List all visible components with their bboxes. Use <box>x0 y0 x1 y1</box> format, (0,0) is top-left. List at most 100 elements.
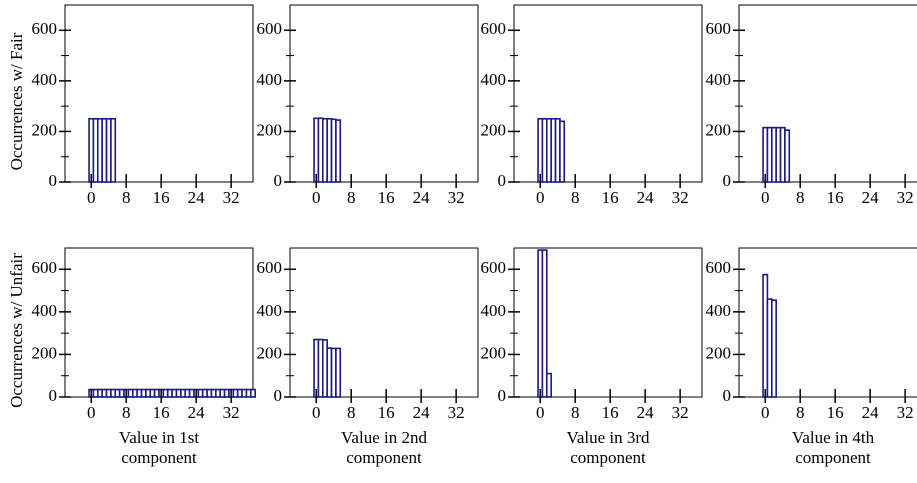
x-tick-label: 0 <box>536 403 545 422</box>
y-tick-label: 600 <box>706 19 732 38</box>
x-tick-label: 32 <box>897 188 914 207</box>
y-tick-label: 0 <box>49 171 58 190</box>
x-axis-label: component <box>570 448 646 467</box>
y-tick-label: 200 <box>32 120 58 139</box>
bar <box>250 388 256 398</box>
x-tick-label: 32 <box>672 403 689 422</box>
x-tick-label: 16 <box>827 188 844 207</box>
y-tick-label: 0 <box>49 386 58 405</box>
bar <box>559 120 566 183</box>
y-tick-label: 200 <box>481 343 507 362</box>
x-tick-label: 32 <box>448 188 465 207</box>
x-tick-label: 16 <box>378 403 395 422</box>
bar <box>784 129 791 183</box>
plot-frame <box>513 4 703 183</box>
x-tick-label: 32 <box>223 188 240 207</box>
x-tick-label: 24 <box>637 188 655 207</box>
y-tick-label: 0 <box>498 171 507 190</box>
y-tick-label: 400 <box>257 301 283 320</box>
plot-frame <box>289 247 479 398</box>
x-tick-label: 24 <box>188 188 206 207</box>
x-tick-label: 24 <box>413 188 431 207</box>
y-tick-label: 400 <box>481 70 507 89</box>
x-tick-label: 16 <box>602 403 619 422</box>
x-tick-label: 0 <box>312 403 321 422</box>
y-tick-label: 600 <box>481 19 507 38</box>
x-tick-label: 0 <box>87 403 96 422</box>
bar <box>541 249 548 398</box>
x-tick-label: 8 <box>347 403 356 422</box>
x-tick-label: 8 <box>122 403 131 422</box>
x-tick-label: 16 <box>827 403 844 422</box>
y-tick-label: 600 <box>32 258 58 277</box>
y-tick-label: 600 <box>32 19 58 38</box>
bar <box>335 347 342 398</box>
bar <box>335 119 342 183</box>
y-tick-label: 400 <box>32 70 58 89</box>
y-tick-label: 400 <box>257 70 283 89</box>
bar <box>545 372 552 398</box>
x-tick-label: 0 <box>536 188 545 207</box>
y-tick-label: 400 <box>706 301 732 320</box>
x-tick-label: 16 <box>378 188 395 207</box>
x-tick-label: 8 <box>571 188 580 207</box>
y-tick-label: 600 <box>257 258 283 277</box>
x-tick-label: 0 <box>312 188 321 207</box>
x-tick-label: 24 <box>862 188 880 207</box>
x-tick-label: 8 <box>796 188 805 207</box>
y-tick-label: 600 <box>706 258 732 277</box>
bar <box>770 299 777 398</box>
x-tick-label: 16 <box>602 188 619 207</box>
x-axis-label: component <box>795 448 871 467</box>
x-tick-label: 8 <box>347 188 356 207</box>
x-tick-label: 24 <box>862 403 880 422</box>
x-axis-label: Value in 4th <box>792 428 875 447</box>
x-tick-label: 24 <box>637 403 655 422</box>
x-tick-label: 0 <box>87 188 96 207</box>
x-axis-label: Value in 1st <box>119 428 200 447</box>
x-tick-label: 32 <box>223 403 240 422</box>
plot-frame <box>64 4 254 183</box>
x-axis-label: component <box>121 448 197 467</box>
x-axis-label: Value in 3rd <box>566 428 650 447</box>
y-tick-label: 200 <box>257 343 283 362</box>
x-tick-label: 16 <box>153 403 170 422</box>
x-axis-label: Value in 2nd <box>341 428 427 447</box>
y-tick-label: 0 <box>498 386 507 405</box>
plot-frame <box>738 4 917 183</box>
x-tick-label: 8 <box>571 403 580 422</box>
y-tick-label: 0 <box>274 171 283 190</box>
y-tick-label: 400 <box>32 301 58 320</box>
y-tick-label: 0 <box>723 386 732 405</box>
x-tick-label: 32 <box>897 403 914 422</box>
y-tick-label: 0 <box>274 386 283 405</box>
plot-frame <box>513 247 703 398</box>
y-tick-label: 200 <box>706 343 732 362</box>
y-tick-label: 400 <box>706 70 732 89</box>
x-tick-label: 8 <box>796 403 805 422</box>
y-tick-label: 200 <box>706 120 732 139</box>
x-tick-label: 24 <box>188 403 206 422</box>
x-tick-label: 32 <box>672 188 689 207</box>
x-tick-label: 0 <box>761 403 770 422</box>
y-tick-label: 400 <box>481 301 507 320</box>
x-tick-label: 16 <box>153 188 170 207</box>
x-tick-label: 0 <box>761 188 770 207</box>
y-tick-label: 600 <box>257 19 283 38</box>
x-axis-label: component <box>346 448 422 467</box>
y-tick-label: 200 <box>481 120 507 139</box>
y-tick-label: 200 <box>32 343 58 362</box>
plot-frame <box>738 247 917 398</box>
y-tick-label: 200 <box>257 120 283 139</box>
y-tick-label: 0 <box>723 171 732 190</box>
plot-frame <box>289 4 479 183</box>
x-tick-label: 24 <box>413 403 431 422</box>
y-tick-label: 600 <box>481 258 507 277</box>
y-axis-label: Occurrences w/ Unfair <box>7 253 26 408</box>
x-tick-label: 8 <box>122 188 131 207</box>
x-tick-label: 32 <box>448 403 465 422</box>
plot-frame <box>64 247 254 398</box>
bar <box>110 117 117 183</box>
y-axis-label: Occurrences w/ Fair <box>7 32 26 170</box>
